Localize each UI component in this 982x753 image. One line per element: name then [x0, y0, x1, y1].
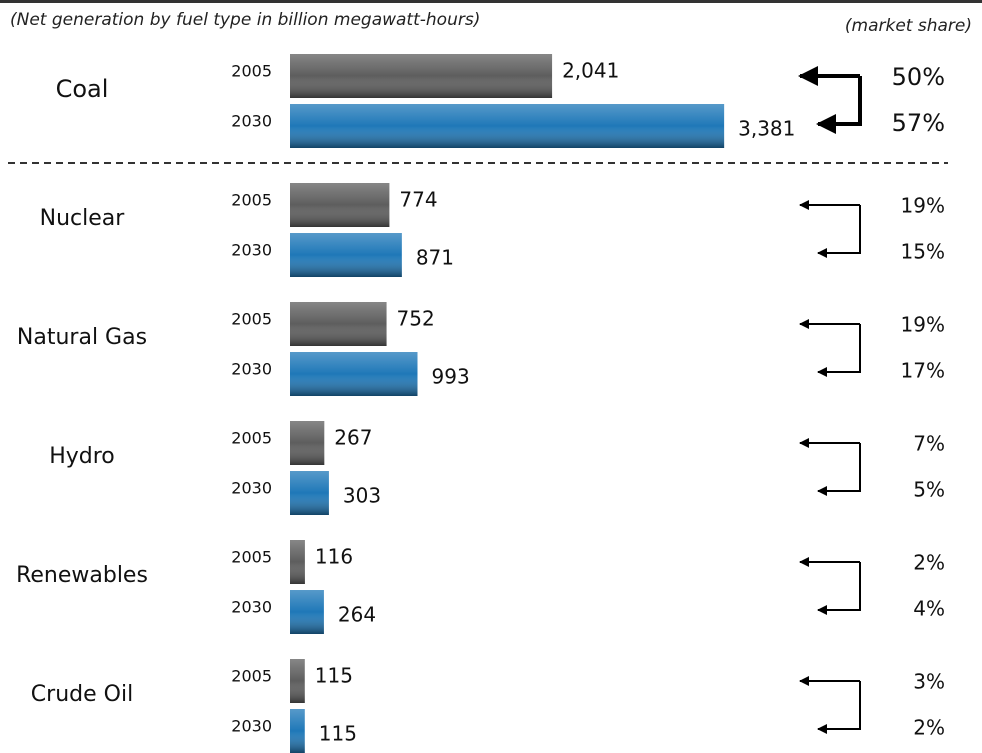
bar-shade [290, 104, 725, 148]
value-label: 264 [338, 603, 376, 627]
share-label: 15% [901, 240, 945, 264]
value-label: 267 [334, 426, 372, 450]
year-label: 2030 [231, 598, 272, 617]
share-arrow [817, 681, 861, 734]
year-label: 2030 [231, 241, 272, 260]
share-arrow [817, 443, 861, 496]
bar-shade [290, 590, 324, 634]
year-label: 2005 [231, 62, 272, 81]
value-label: 2,041 [562, 59, 619, 83]
share-label: 50% [892, 63, 945, 91]
year-label: 2030 [231, 360, 272, 379]
year-label: 2005 [231, 191, 272, 210]
share-label: 7% [913, 432, 945, 456]
category-label: Coal [56, 75, 109, 103]
year-label: 2030 [231, 112, 272, 131]
value-label: 115 [315, 664, 353, 688]
value-label: 993 [432, 365, 470, 389]
bar-shade [290, 540, 305, 584]
share-label: 2% [913, 551, 945, 575]
share-arrow [816, 76, 862, 134]
bar-shade [290, 183, 390, 227]
share-arrow [817, 324, 861, 377]
bar-shade [290, 54, 553, 98]
share-label: 5% [913, 478, 945, 502]
share-arrow [817, 205, 861, 258]
bar-shade [290, 352, 418, 396]
year-label: 2005 [231, 548, 272, 567]
value-label: 303 [343, 484, 381, 508]
bar-shade [290, 302, 387, 346]
top-border [0, 0, 982, 3]
share-header: (market share) [845, 16, 972, 36]
share-label: 57% [892, 109, 945, 137]
share-label: 3% [913, 670, 945, 694]
value-label: 871 [416, 246, 454, 270]
bar-shade [290, 421, 325, 465]
share-label: 4% [913, 597, 945, 621]
bar-shade [290, 471, 329, 515]
year-label: 2005 [231, 429, 272, 448]
year-label: 2005 [231, 310, 272, 329]
category-label: Crude Oil [31, 682, 133, 707]
category-label: Nuclear [40, 206, 126, 231]
bar-shade [290, 709, 305, 753]
share-label: 19% [901, 194, 945, 218]
share-arrow [817, 562, 861, 615]
share-label: 2% [913, 716, 945, 740]
value-label: 116 [315, 545, 353, 569]
share-label: 17% [901, 359, 945, 383]
value-label: 3,381 [738, 117, 795, 141]
bar-shade [290, 233, 402, 277]
category-label: Natural Gas [17, 325, 147, 350]
share-label: 19% [901, 313, 945, 337]
value-label: 774 [399, 188, 437, 212]
chart-subtitle: (Net generation by fuel type in billion … [10, 10, 480, 30]
bar-shade [290, 659, 305, 703]
value-label: 752 [397, 307, 435, 331]
category-label: Renewables [16, 563, 148, 588]
year-label: 2005 [231, 667, 272, 686]
year-label: 2030 [231, 717, 272, 736]
category-label: Hydro [49, 444, 115, 469]
year-label: 2030 [231, 479, 272, 498]
value-label: 115 [319, 722, 357, 746]
